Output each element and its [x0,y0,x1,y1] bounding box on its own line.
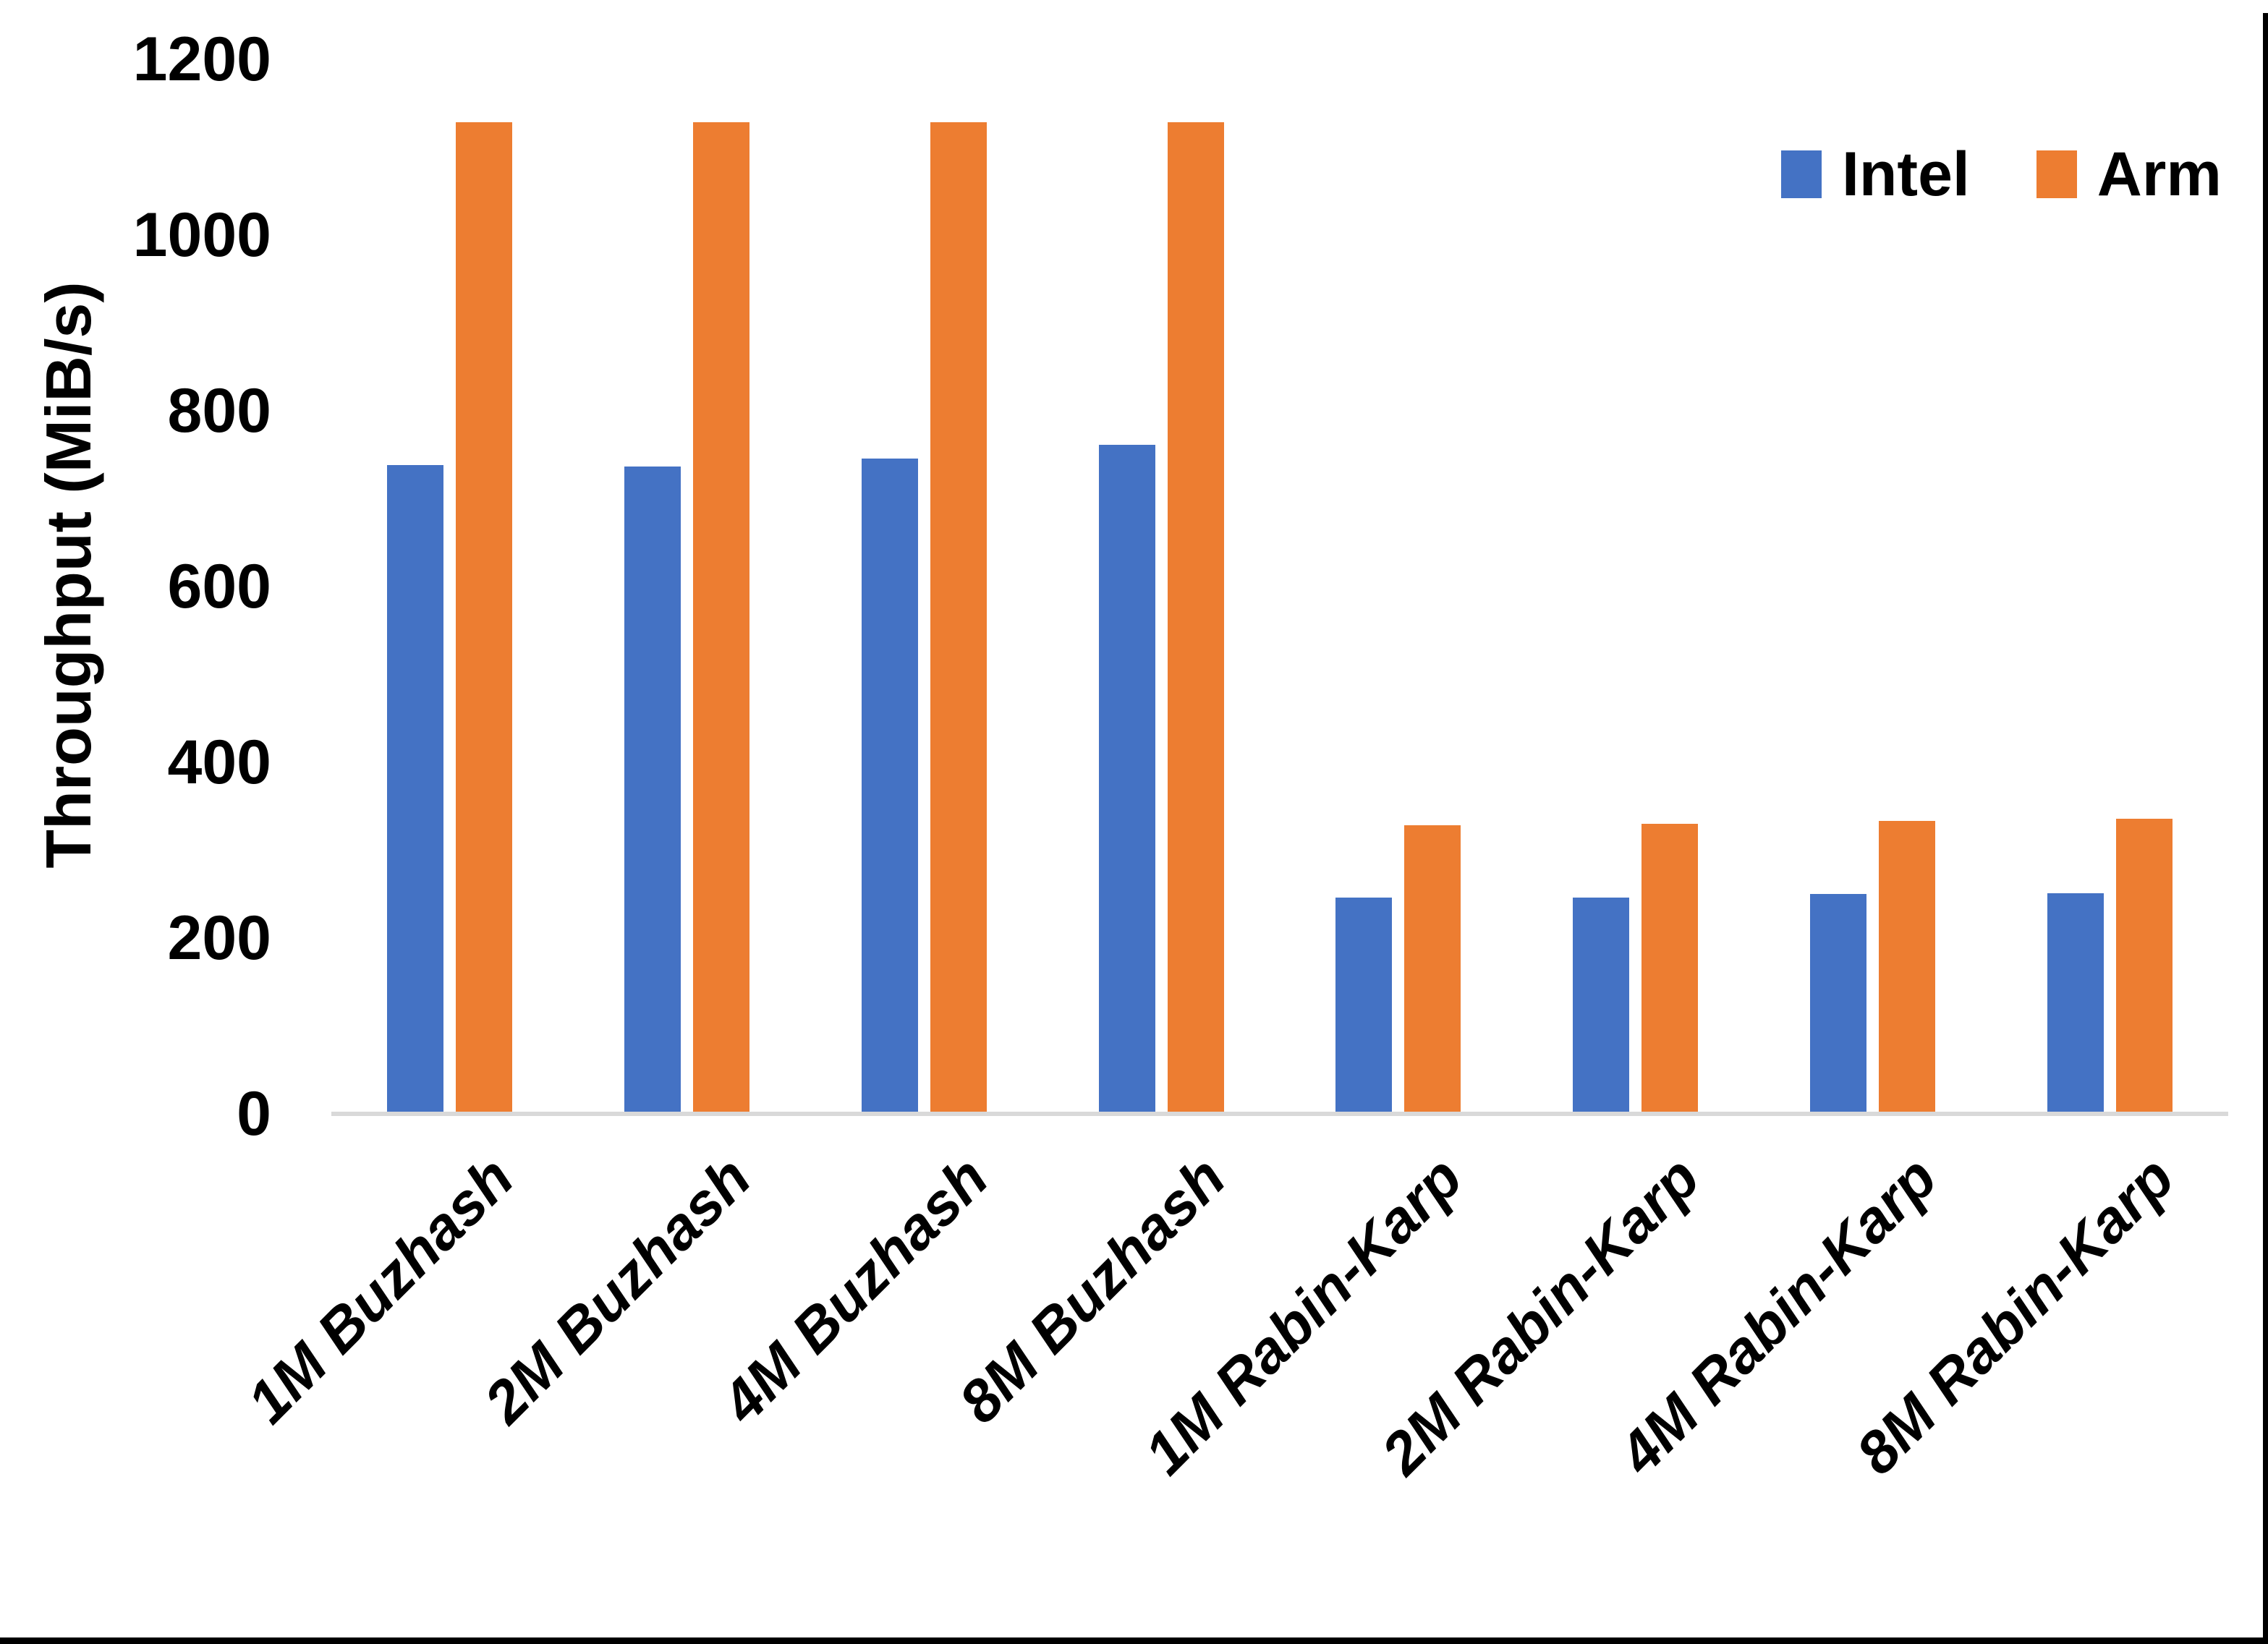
bar-arm-8m-rabin-karp [2115,818,2173,1114]
bar-arm-2m-rabin-karp [1641,824,1699,1114]
bar-group [331,59,569,1114]
legend-label: Intel [1842,140,1970,209]
bar-group [1042,59,1280,1114]
bar-arm-8m-buzhash [1167,122,1224,1114]
bar-arm-4m-rabin-karp [1878,821,1935,1114]
bar-arm-1m-rabin-karp [1404,825,1461,1114]
plot-area [331,59,2228,1114]
bar-intel-1m-buzhash [387,465,444,1114]
bar-arm-2m-buzhash [693,122,750,1114]
bar-intel-2m-buzhash [624,466,681,1114]
bar-intel-8m-rabin-karp [2047,893,2104,1114]
legend-item-intel: Intel [1781,143,1970,205]
bar-intel-4m-rabin-karp [1809,894,1866,1114]
bar-group [1754,59,1992,1114]
y-tick-label: 1200 [132,25,271,94]
y-tick-label: 1000 [132,200,271,270]
bar-intel-4m-buzhash [861,458,918,1114]
y-axis-title: Throughput (MiB/s) [33,281,104,869]
bar-group [569,59,806,1114]
y-tick-label: 200 [167,903,272,973]
legend-label: Arm [2097,140,2222,209]
bar-intel-2m-rabin-karp [1573,898,1630,1114]
bar-group [1280,59,1517,1114]
y-tick-label: 600 [167,552,272,621]
y-tick-label: 0 [237,1079,271,1149]
chart-legend: Intel Arm [1781,143,2222,205]
bar-group [1517,59,1754,1114]
legend-item-arm: Arm [2036,143,2222,205]
y-tick-label: 800 [167,376,272,446]
bar-arm-1m-buzhash [456,122,513,1114]
bar-group [806,59,1043,1114]
bar-intel-1m-rabin-karp [1335,898,1393,1114]
bar-group [1991,59,2228,1114]
y-tick-label: 400 [167,728,272,797]
legend-color-swatch [1781,150,1822,198]
x-axis-line [331,1112,2228,1116]
bar-arm-4m-buzhash [930,122,987,1114]
legend-color-swatch [2036,150,2077,198]
bar-intel-8m-buzhash [1098,445,1155,1114]
page-border-right [2263,13,2268,1644]
page-border-bottom [0,1637,2268,1644]
